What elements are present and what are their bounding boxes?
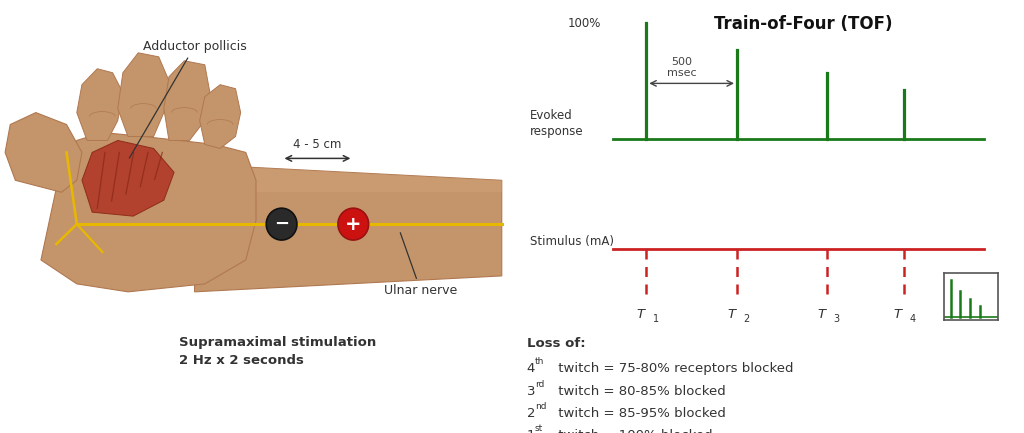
Text: Train-of-Four (TOF): Train-of-Four (TOF)	[715, 15, 893, 33]
Text: 4: 4	[526, 362, 536, 375]
Text: th: th	[535, 357, 544, 366]
Ellipse shape	[266, 208, 297, 240]
Polygon shape	[118, 53, 169, 136]
Text: Evoked
response: Evoked response	[529, 109, 584, 138]
Polygon shape	[41, 132, 256, 292]
Text: 2: 2	[743, 313, 750, 324]
Text: T: T	[894, 308, 902, 321]
Text: 3: 3	[526, 385, 536, 398]
Text: 500
msec: 500 msec	[668, 57, 697, 78]
Polygon shape	[5, 113, 82, 192]
Text: T: T	[817, 308, 825, 321]
Text: 1: 1	[526, 429, 536, 433]
Text: T: T	[727, 308, 735, 321]
Text: Stimulus (mA): Stimulus (mA)	[529, 235, 613, 248]
Polygon shape	[195, 165, 502, 292]
Text: Loss of:: Loss of:	[526, 337, 586, 350]
Text: 3: 3	[834, 313, 840, 324]
Text: 4: 4	[910, 313, 916, 324]
Text: twitch = 100% blocked: twitch = 100% blocked	[554, 429, 713, 433]
Text: 2: 2	[526, 407, 536, 420]
Text: T: T	[637, 308, 645, 321]
Polygon shape	[77, 69, 123, 140]
Text: nd: nd	[535, 402, 546, 411]
Text: 1: 1	[653, 313, 659, 324]
Text: +: +	[345, 215, 361, 234]
Text: rd: rd	[535, 380, 544, 389]
Text: 100%: 100%	[567, 16, 601, 29]
Text: twitch = 80-85% blocked: twitch = 80-85% blocked	[554, 385, 725, 398]
Polygon shape	[82, 140, 174, 216]
Ellipse shape	[338, 208, 369, 240]
Polygon shape	[195, 165, 502, 192]
Text: twitch = 85-95% blocked: twitch = 85-95% blocked	[554, 407, 725, 420]
Text: −: −	[274, 215, 289, 233]
Text: st: st	[535, 423, 543, 433]
Polygon shape	[164, 61, 210, 140]
Text: 4 - 5 cm: 4 - 5 cm	[293, 138, 342, 151]
Polygon shape	[200, 85, 241, 149]
Text: Adductor pollicis: Adductor pollicis	[129, 40, 247, 158]
Text: Supramaximal stimulation
2 Hz x 2 seconds: Supramaximal stimulation 2 Hz x 2 second…	[179, 336, 377, 367]
Text: twitch = 75-80% receptors blocked: twitch = 75-80% receptors blocked	[554, 362, 794, 375]
Text: Ulnar nerve: Ulnar nerve	[384, 233, 458, 297]
